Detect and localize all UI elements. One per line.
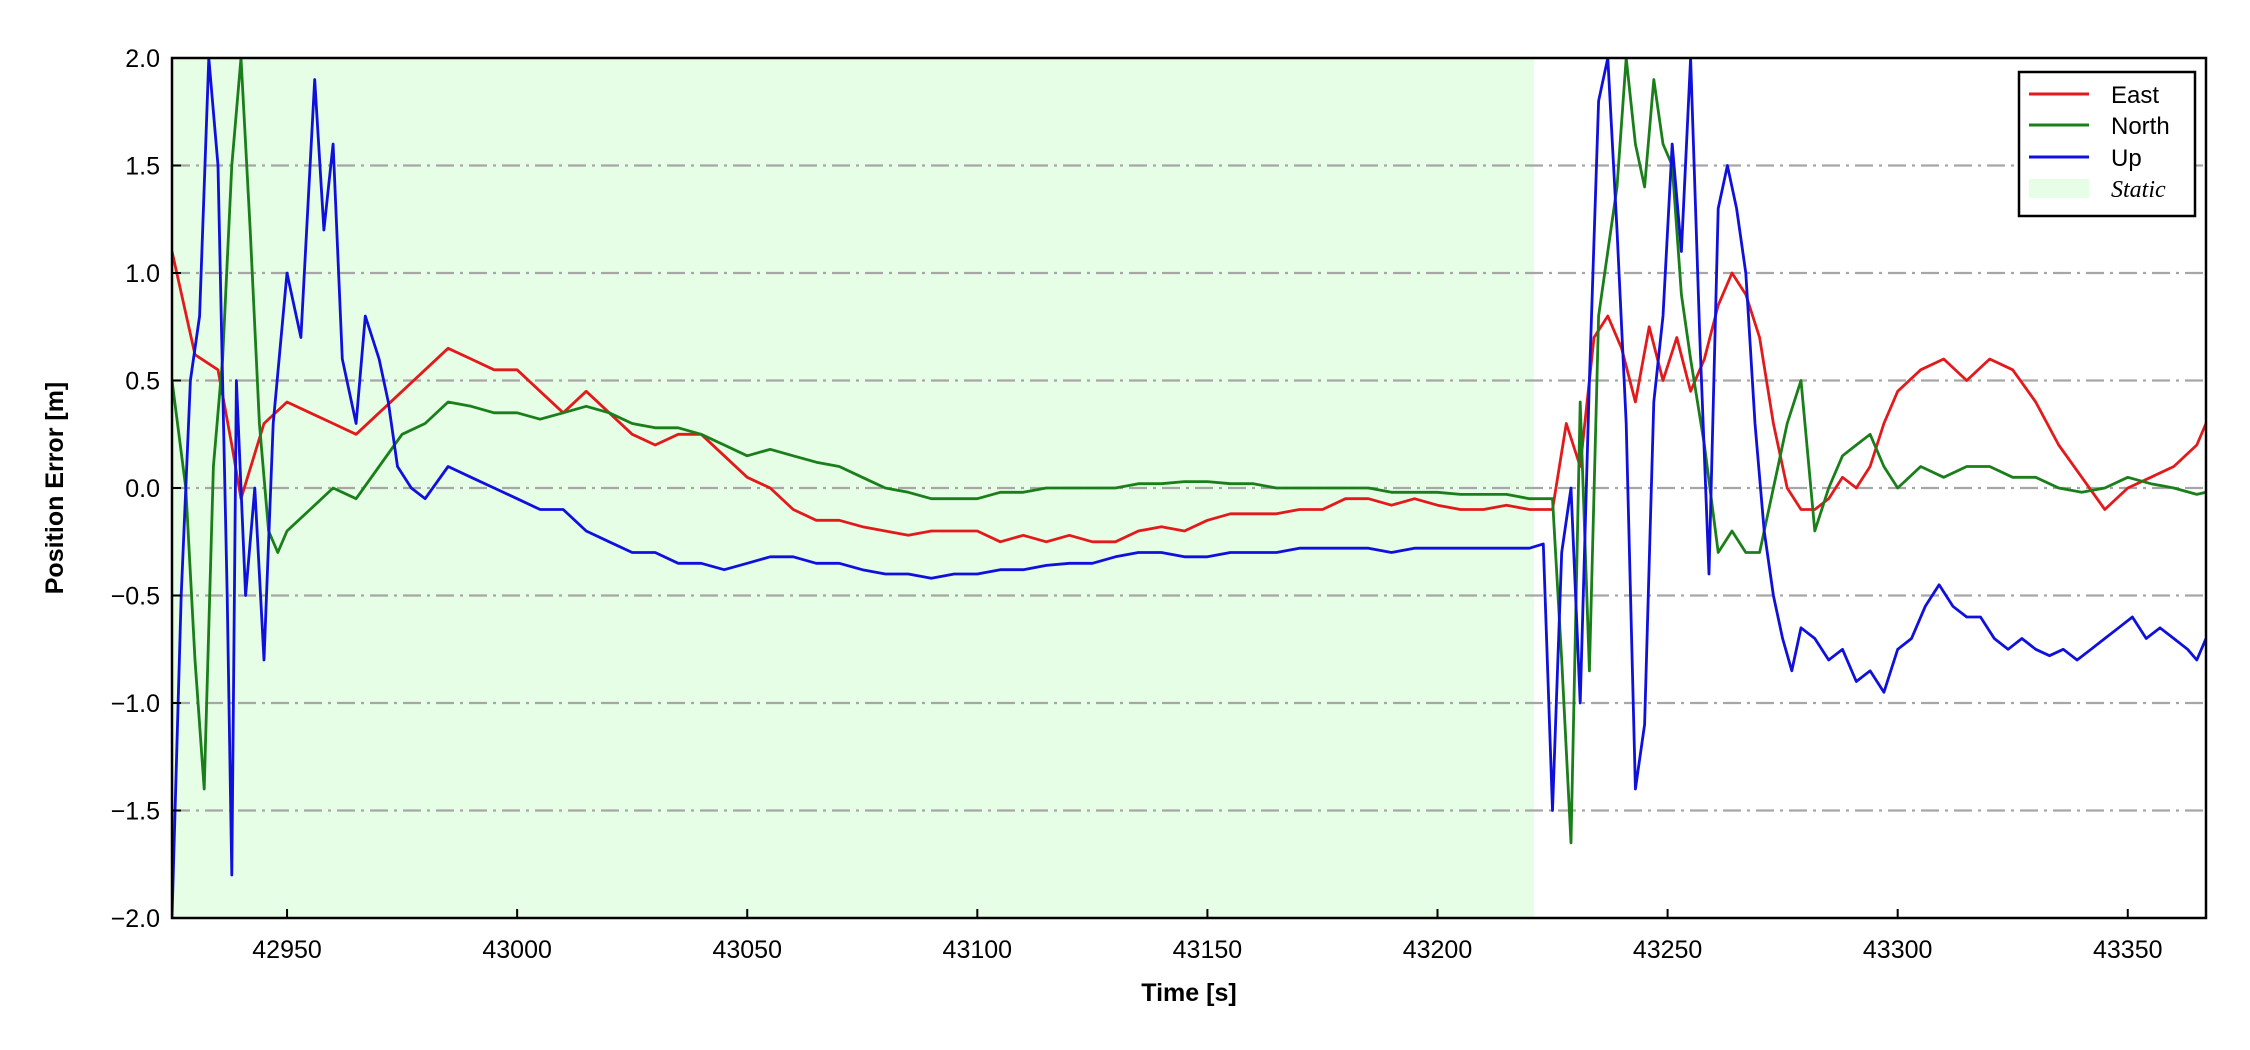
y-tick-label: −0.5 [111, 583, 160, 611]
x-tick-label: 43000 [482, 936, 552, 964]
y-tick-label: 1.0 [125, 260, 160, 288]
x-tick-label: 42950 [252, 936, 322, 964]
x-axis: 42950 43000 43050 43100 43150 43200 43250 43300… [252, 909, 2163, 964]
y-tick-label: 2.0 [125, 45, 160, 73]
x-tick-label: 43100 [943, 936, 1013, 964]
x-tick-label: 43300 [1863, 936, 1933, 964]
x-tick-label: 43350 [2093, 936, 2163, 964]
legend-east-label: East [2111, 82, 2159, 109]
series-line-north [172, 58, 2206, 845]
x-tick-label: 43150 [1173, 936, 1243, 964]
legend-up-label: Up [2111, 145, 2142, 172]
y-tick-label: −1.5 [111, 798, 160, 826]
series-line-east [172, 251, 2206, 544]
y-tick-label: −1.0 [111, 690, 160, 718]
y-tick-label: −2.0 [111, 905, 160, 933]
legend: East North Up Static [2017, 70, 2197, 218]
x-axis-title: Time [s] [1141, 979, 1236, 1007]
x-tick-label: 43050 [712, 936, 782, 964]
y-axis-title: Position Error [m] [41, 382, 69, 595]
y-tick-label: 1.5 [125, 153, 160, 181]
x-tick-label: 43250 [1633, 936, 1703, 964]
series-lines [172, 58, 2206, 918]
y-axis: 2.0 1.5 1.0 0.5 0.0 −0.5 −1.0 −1.5 −2.0 [111, 45, 181, 933]
x-tick-label: 43200 [1403, 936, 1473, 964]
y-tick-label: 0.0 [125, 475, 160, 503]
legend-static-label: Static [2111, 177, 2166, 203]
legend-static-swatch [2029, 179, 2089, 198]
legend-north-label: North [2111, 113, 2170, 140]
series-line-up [172, 58, 2206, 918]
gridlines [172, 164, 2206, 812]
y-tick-label: 0.5 [125, 368, 160, 396]
